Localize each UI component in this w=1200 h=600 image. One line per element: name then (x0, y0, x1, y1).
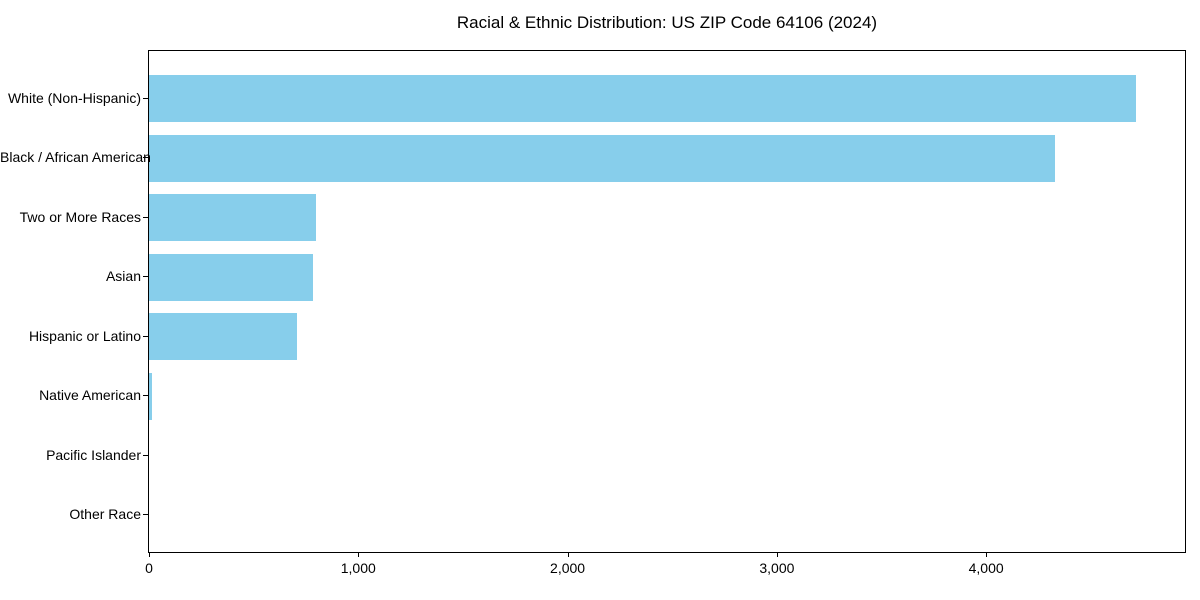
x-tick-0 (149, 552, 150, 557)
chart-title: Racial & Ethnic Distribution: US ZIP Cod… (456, 13, 878, 32)
y-label-white-non-hispanic: White (Non-Hispanic) (7, 89, 141, 106)
x-tick-1-000 (358, 552, 360, 557)
y-tick-black-african-american (143, 157, 148, 158)
y-label-two-or-more-races: Two or More Races (19, 208, 141, 225)
plot-area: 0 1,000 2,000 3,000 4,000 (145, 50, 1186, 576)
x-tick-label-3-000: 3,000 (759, 560, 795, 576)
y-tick-white-non-hispanic (143, 97, 148, 99)
y-label-other-race: Other Race (69, 506, 141, 522)
x-tick-2-000 (567, 552, 569, 557)
x-tick-label-0: 0 (145, 560, 153, 576)
y-tick-asian (143, 276, 148, 277)
x-tick-3-000 (776, 552, 778, 557)
y-tick-hispanic-or-latino (143, 335, 148, 337)
bar-native-american (149, 372, 152, 420)
x-tick-label-2-000: 2,000 (550, 560, 586, 576)
bar-two-or-more-races (149, 194, 316, 241)
y-label-black-african-american: Black / African American (0, 149, 151, 165)
bar-white-non-hispanic (149, 75, 1137, 122)
bar-black-african-american (149, 134, 1056, 182)
y-label-hispanic-or-latino: Hispanic or Latino (28, 327, 141, 344)
y-tick-pacific-islander (143, 454, 148, 456)
bar-hispanic-or-latino (149, 313, 297, 360)
y-tick-two-or-more-races (143, 216, 148, 218)
y-label-native-american: Native American (39, 387, 141, 403)
bar-asian (149, 253, 313, 301)
y-tick-other-race (143, 514, 148, 515)
y-label-asian: Asian (105, 268, 141, 284)
x-tick-label-4-000: 4,000 (968, 560, 1004, 576)
y-tick-native-american (143, 395, 148, 396)
x-tick-4-000 (986, 552, 988, 557)
x-tick-label-1-000: 1,000 (340, 560, 376, 576)
y-label-pacific-islander: Pacific Islander (46, 446, 141, 463)
